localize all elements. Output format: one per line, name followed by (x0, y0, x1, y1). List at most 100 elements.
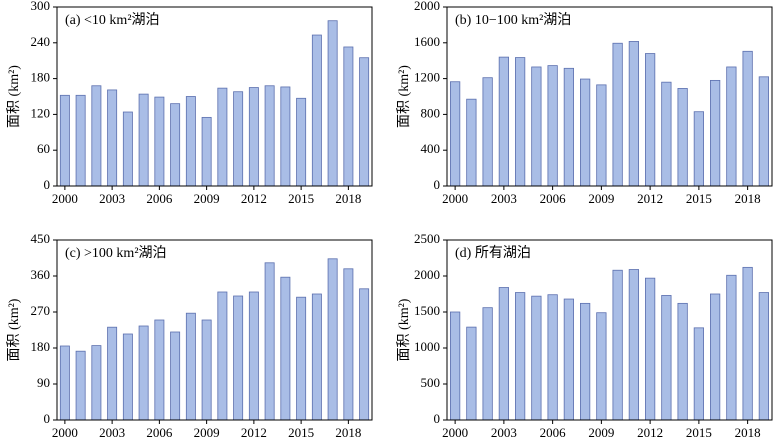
y-tick-label: 1200 (414, 70, 440, 85)
y-tick-label: 2000 (414, 267, 440, 282)
y-tick-label: 300 (31, 0, 51, 13)
bar (233, 295, 244, 421)
x-tick-label: 2018 (735, 191, 761, 206)
axes-frame (446, 6, 773, 187)
x-tick-label: 2018 (735, 425, 761, 440)
x-tick-label: 2000 (52, 191, 78, 206)
y-tick-label: 1500 (414, 303, 440, 318)
bar (343, 268, 354, 421)
y-tick-label: 500 (421, 375, 441, 390)
x-tick-label: 2006 (540, 425, 567, 440)
bar (758, 76, 769, 187)
y-axis-label: 面积 (km²) (6, 65, 22, 128)
x-tick-label: 2018 (335, 191, 361, 206)
y-tick-label: 270 (31, 303, 51, 318)
x-tick-label: 2015 (686, 191, 712, 206)
bar (677, 302, 688, 421)
bar (466, 326, 477, 421)
bar (311, 293, 322, 421)
bar (661, 295, 672, 421)
bar (201, 116, 212, 187)
x-tick-label: 2012 (241, 425, 267, 440)
bar (107, 326, 118, 421)
bar (580, 78, 591, 187)
x-tick-label: 2012 (637, 191, 663, 206)
bar (59, 345, 70, 421)
bar (580, 302, 591, 421)
bar (280, 276, 291, 421)
bar (693, 111, 704, 187)
y-tick-label: 450 (31, 231, 51, 246)
bar (327, 20, 338, 187)
bar (264, 262, 275, 421)
bar (217, 291, 228, 421)
y-tick-label: 800 (421, 105, 441, 120)
bar (531, 295, 542, 421)
bar (563, 67, 574, 187)
bar (482, 307, 493, 421)
x-tick-label: 2009 (588, 425, 614, 440)
panel-title: (b) 10−100 km²湖泊 (455, 12, 571, 28)
bar (154, 96, 165, 187)
bar (122, 111, 133, 187)
bar (726, 66, 737, 187)
y-axis-label: 面积 (km²) (6, 298, 22, 361)
bar (742, 50, 753, 187)
x-tick-label: 2015 (288, 425, 314, 440)
bar (170, 331, 181, 421)
axes-frame (56, 6, 373, 187)
bar (185, 312, 196, 421)
y-tick-label: 90 (37, 375, 50, 390)
bar (296, 296, 307, 421)
bar (91, 345, 102, 421)
y-tick-label: 1000 (414, 339, 440, 354)
axes-frame (56, 239, 373, 421)
bar (264, 85, 275, 187)
bar (91, 85, 102, 187)
bar (466, 98, 477, 187)
bar (628, 41, 639, 187)
bar (498, 287, 509, 421)
y-tick-label: 180 (31, 70, 51, 85)
bar (359, 57, 370, 187)
bar (138, 93, 149, 187)
x-tick-label: 2000 (52, 425, 78, 440)
y-tick-label: 0 (44, 411, 51, 426)
bar (248, 291, 259, 421)
bar (75, 350, 86, 421)
bar (296, 97, 307, 187)
bar (661, 81, 672, 187)
bar (531, 66, 542, 187)
bar (107, 89, 118, 187)
bar (450, 81, 461, 187)
y-tick-label: 1600 (414, 34, 440, 49)
panel-title: (a) <10 km²湖泊 (65, 12, 160, 28)
y-axis-label: 面积 (km²) (396, 298, 412, 361)
x-tick-label: 2003 (491, 425, 517, 440)
bar (547, 65, 558, 187)
x-tick-label: 2006 (146, 425, 173, 440)
x-tick-label: 2009 (588, 191, 614, 206)
axes-frame (446, 239, 773, 421)
x-tick-label: 2009 (194, 191, 220, 206)
bar (726, 274, 737, 421)
bar (645, 53, 656, 187)
bar (138, 325, 149, 421)
y-axis-label: 面积 (km²) (396, 65, 412, 128)
bar (248, 87, 259, 187)
y-tick-label: 240 (31, 34, 51, 49)
bar (693, 327, 704, 421)
bar (612, 42, 623, 187)
bar (450, 311, 461, 421)
bar (677, 88, 688, 187)
bar (515, 292, 526, 421)
y-tick-label: 60 (37, 141, 50, 156)
y-tick-label: 2000 (414, 0, 440, 13)
y-tick-label: 2500 (414, 231, 440, 246)
bar (59, 94, 70, 187)
bar (359, 288, 370, 421)
bar (758, 292, 769, 421)
bar (596, 312, 607, 421)
panel-title: (c) >100 km²湖泊 (65, 245, 167, 261)
bar (563, 298, 574, 421)
